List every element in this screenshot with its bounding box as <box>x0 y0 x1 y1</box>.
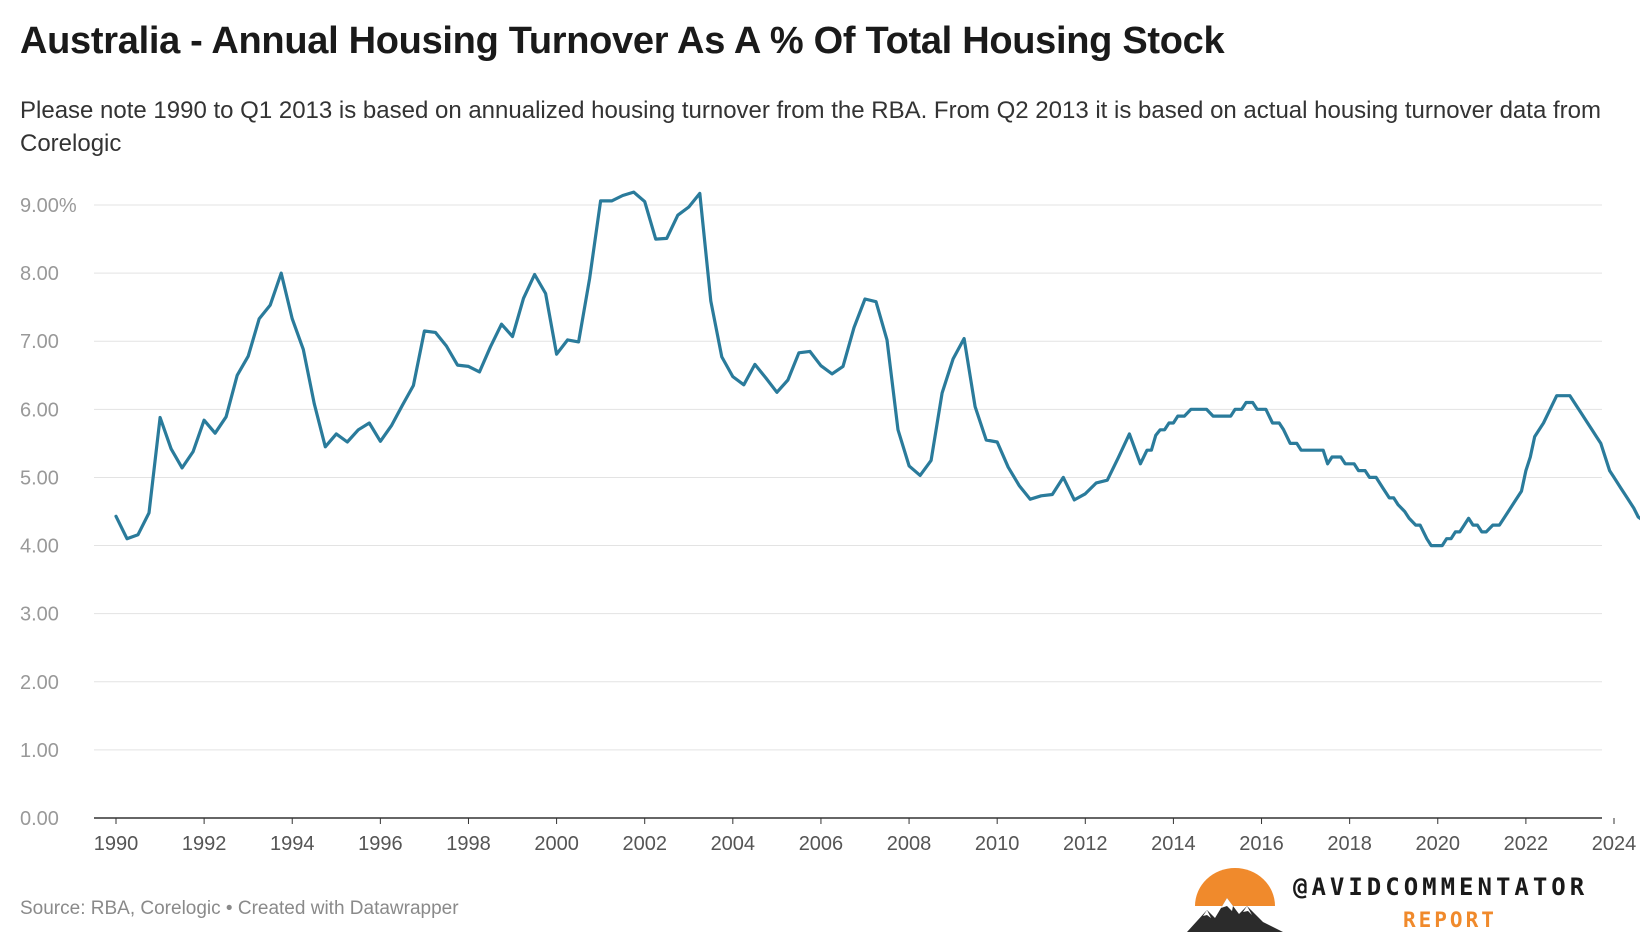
y-tick-label: 7.00 <box>20 331 59 353</box>
x-tick-label: 1994 <box>270 833 315 855</box>
x-tick-label: 2010 <box>975 833 1020 855</box>
y-tick-label: 9.00% <box>20 195 77 217</box>
chart-subtitle: Please note 1990 to Q1 2013 is based on … <box>20 97 1601 157</box>
x-tick-label: 2020 <box>1416 833 1461 855</box>
x-tick-label: 2014 <box>1151 833 1196 855</box>
brand-subtitle: REPORT <box>1403 908 1497 932</box>
y-tick-label: 1.00 <box>20 740 59 762</box>
y-tick-label: 3.00 <box>20 604 59 626</box>
series-line <box>114 190 1640 548</box>
x-tick-label: 2004 <box>711 833 756 855</box>
x-tick-label: 2002 <box>622 833 667 855</box>
x-tick-label: 1992 <box>182 833 227 855</box>
brand-block: @AVIDCOMMENTATOR REPORT <box>1185 868 1625 938</box>
y-tick-label: 6.00 <box>20 399 59 421</box>
x-tick-label: 2016 <box>1239 833 1284 855</box>
x-tick-label: 1998 <box>446 833 491 855</box>
x-tick-label: 2006 <box>799 833 844 855</box>
x-tick-label: 2000 <box>534 833 579 855</box>
y-tick-label: 4.00 <box>20 536 59 558</box>
chart-title: Australia - Annual Housing Turnover As A… <box>20 20 1225 62</box>
x-tick-label: 2022 <box>1504 833 1549 855</box>
brand-handle: @AVIDCOMMENTATOR <box>1293 873 1589 901</box>
line-chart: 0.00 1.00 2.00 3.00 4.00 5.00 6.00 7.00 8.00 9.00… <box>20 190 1640 855</box>
x-tick-label: 2012 <box>1063 833 1108 855</box>
y-tick-label: 0.00 <box>20 808 59 830</box>
x-tick-label: 1996 <box>358 833 403 855</box>
sun-mountains-logo-icon <box>1187 868 1283 932</box>
y-tick-label: 2.00 <box>20 672 59 694</box>
x-tick-label: 2008 <box>887 833 932 855</box>
y-tick-label: 5.00 <box>20 467 59 489</box>
x-tick-label: 2018 <box>1327 833 1372 855</box>
x-tick-label: 1990 <box>94 833 139 855</box>
source-note: Source: RBA, Corelogic • Created with Da… <box>20 898 459 919</box>
x-tick-label: 2024 <box>1592 833 1637 855</box>
y-tick-label: 8.00 <box>20 263 59 285</box>
